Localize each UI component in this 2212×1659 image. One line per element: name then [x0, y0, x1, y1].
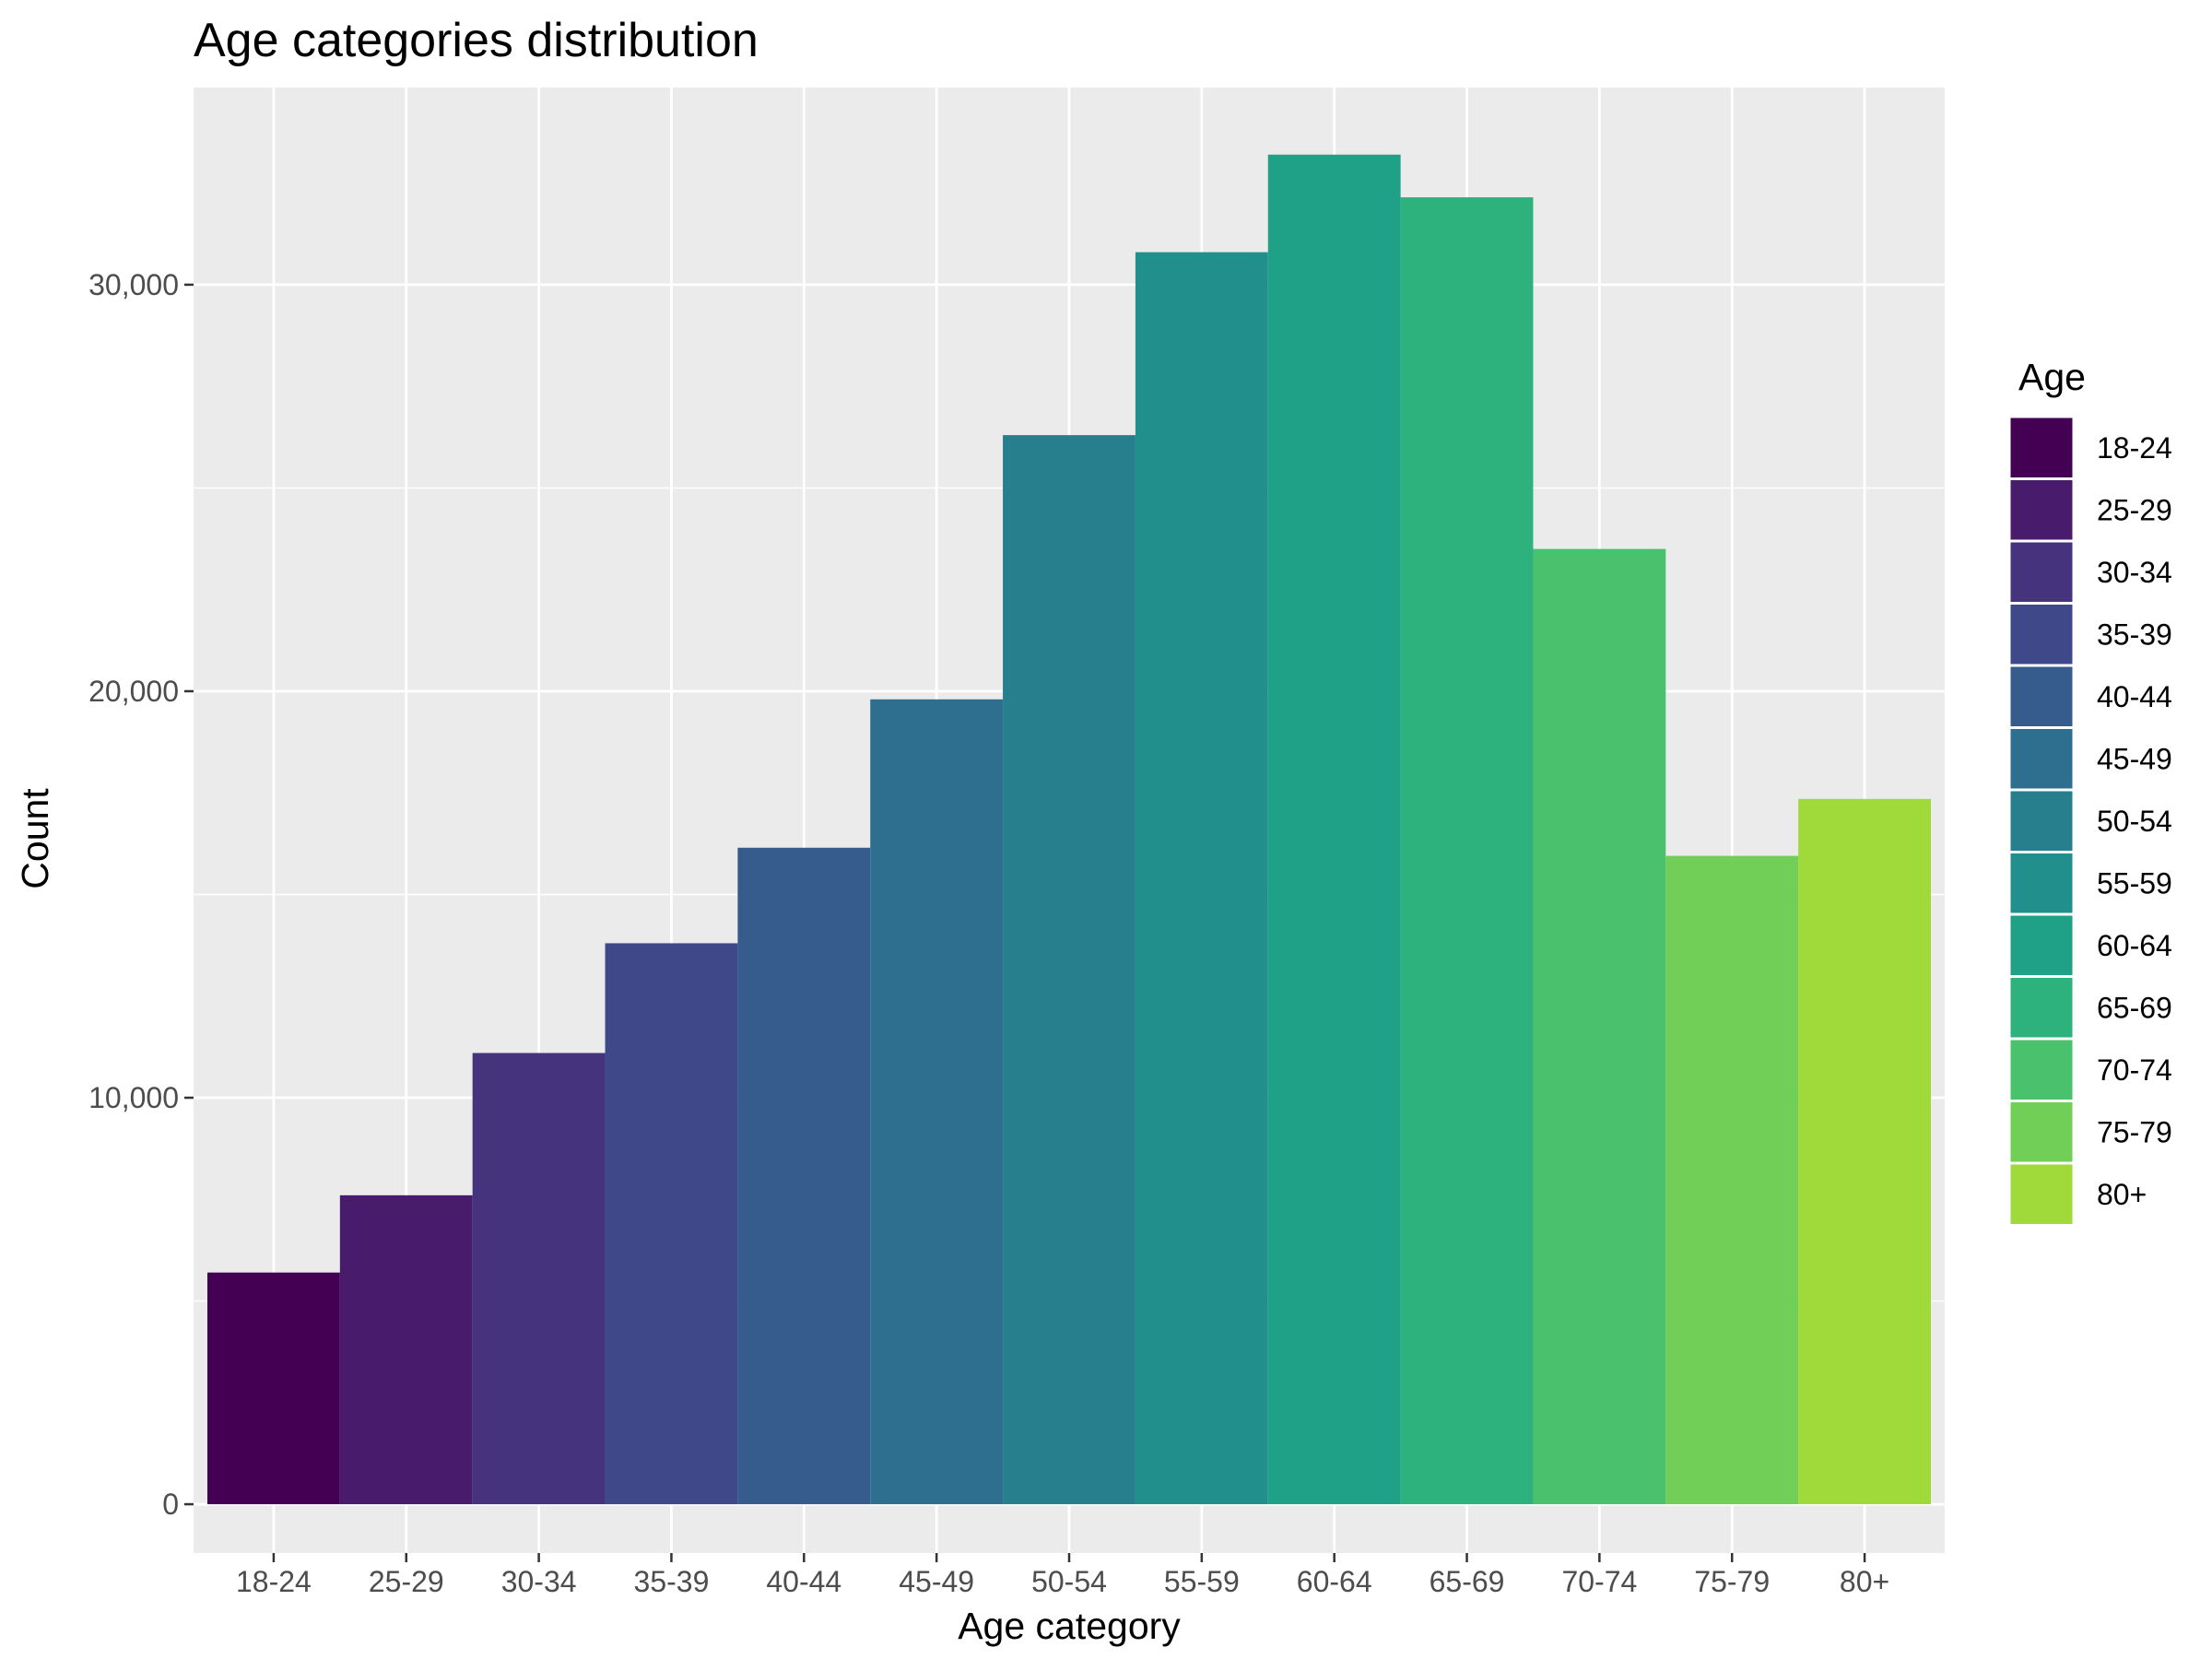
- legend-key-50-54: [2007, 788, 2076, 853]
- bar-30-34: [472, 1053, 606, 1505]
- x-axis-title: Age category: [958, 1605, 1181, 1647]
- bar-75-79: [1665, 855, 1799, 1505]
- legend-key-55-59: [2007, 851, 2076, 916]
- legend-key-40-44: [2007, 664, 2076, 729]
- x-tick-label: 25-29: [369, 1565, 444, 1598]
- x-axis: 18-24 25-29 30-34 35-39 40-44 45-49 50-54 55-59…: [236, 1553, 1889, 1598]
- legend-label: 60-64: [2097, 929, 2172, 962]
- chart-title: Age categories distribution: [194, 14, 759, 67]
- bar-40-44: [737, 847, 871, 1505]
- legend-label: 75-79: [2097, 1115, 2172, 1148]
- legend-key-65-69: [2007, 975, 2076, 1041]
- bar-25-29: [339, 1194, 473, 1505]
- bar-18-24: [207, 1272, 340, 1505]
- x-tick-label: 18-24: [236, 1565, 312, 1598]
- bar-45-49: [870, 699, 1004, 1505]
- y-axis: 0 10,000 20,000 30,000: [88, 268, 194, 1521]
- x-tick-label: 70-74: [1561, 1565, 1637, 1598]
- legend-title: Age: [2018, 356, 2086, 398]
- bar-55-59: [1135, 252, 1268, 1505]
- legend-label: 35-39: [2097, 618, 2172, 651]
- y-tick-label: 10,000: [88, 1081, 179, 1114]
- legend-label: 70-74: [2097, 1053, 2172, 1087]
- y-tick-label: 30,000: [88, 268, 179, 301]
- x-tick-label: 60-64: [1297, 1565, 1372, 1598]
- legend-label: 65-69: [2097, 991, 2172, 1024]
- legend-key-75-79: [2007, 1100, 2076, 1165]
- bar-80+: [1798, 798, 1931, 1505]
- x-tick-label: 55-59: [1164, 1565, 1240, 1598]
- legend-key-25-29: [2007, 477, 2076, 543]
- y-tick-label: 0: [162, 1488, 179, 1521]
- legend-key-60-64: [2007, 912, 2076, 978]
- legend-key-80+: [2007, 1161, 2076, 1227]
- legend-key-30-34: [2007, 539, 2076, 605]
- x-tick-label: 35-39: [634, 1565, 710, 1598]
- bar-65-69: [1400, 197, 1534, 1505]
- legend-key-18-24: [2007, 415, 2076, 480]
- x-tick-label: 50-54: [1031, 1565, 1107, 1598]
- y-axis-title: Count: [14, 788, 56, 889]
- x-tick-label: 80+: [1840, 1565, 1889, 1598]
- bar-35-39: [605, 943, 738, 1505]
- bar-50-54: [1003, 435, 1135, 1505]
- legend-label: 45-49: [2097, 742, 2172, 775]
- bars: [207, 154, 1931, 1505]
- x-tick-label: 75-79: [1694, 1565, 1770, 1598]
- legend-label: 50-54: [2097, 805, 2172, 838]
- x-tick-label: 40-44: [766, 1565, 841, 1598]
- legend-key-45-49: [2007, 726, 2076, 792]
- legend-label: 40-44: [2097, 680, 2172, 713]
- legend-key-35-39: [2007, 602, 2076, 667]
- legend-key-70-74: [2007, 1037, 2076, 1102]
- legend-label: 30-34: [2097, 556, 2172, 589]
- legend: Age 18-24 25-29 30-34 35-39 40-44 45-49 50-54 5…: [2007, 356, 2172, 1227]
- legend-label: 25-29: [2097, 493, 2172, 526]
- x-tick-label: 65-69: [1430, 1565, 1505, 1598]
- bar-70-74: [1533, 548, 1666, 1505]
- legend-label: 55-59: [2097, 866, 2172, 900]
- x-tick-label: 30-34: [501, 1565, 577, 1598]
- legend-label: 80+: [2097, 1178, 2147, 1211]
- bar-60-64: [1267, 154, 1401, 1505]
- legend-label: 18-24: [2097, 431, 2172, 465]
- y-tick-label: 20,000: [88, 675, 179, 708]
- x-tick-label: 45-49: [899, 1565, 974, 1598]
